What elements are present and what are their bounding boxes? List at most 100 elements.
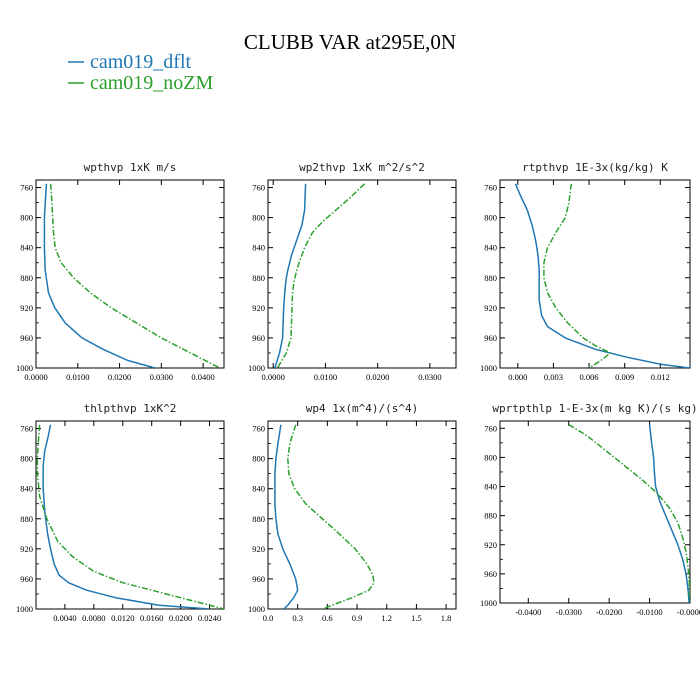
y-tick-label: 800 [484, 452, 497, 462]
x-tick-label: 0.0000 [262, 372, 285, 382]
x-tick-label: 0.0300 [418, 372, 441, 382]
y-tick-label: 800 [484, 213, 497, 223]
panel-title: wp4 1x(m^4)/(s^4) [306, 402, 419, 415]
x-tick-label: 0.0 [263, 613, 274, 623]
y-tick-label: 800 [252, 213, 265, 223]
panel-1: wpthvp 1xK m/s 760 800 840 880 920 960 10000.00… [16, 161, 225, 382]
series-line-cam019_dflt [42, 424, 210, 609]
x-tick-label: 0.0000 [24, 372, 47, 382]
y-tick-label: 840 [252, 484, 265, 494]
x-tick-label: 0.0100 [314, 372, 337, 382]
x-tick-label: 0.012 [651, 372, 670, 382]
plot-frame [499, 420, 691, 604]
panel-4: thlpthvp 1xK^2 760 800 840 880 920 960 1000 0.00… [16, 402, 225, 623]
y-tick-label: 840 [484, 482, 497, 492]
y-tick-label: 880 [252, 514, 265, 524]
x-tick-label: 0.0200 [366, 372, 389, 382]
series-line-cam019_dflt [274, 424, 299, 609]
y-tick-label: 960 [20, 333, 33, 343]
series-line-cam019_dflt [43, 183, 156, 368]
y-tick-label: 1000 [248, 604, 265, 614]
y-tick-label: 960 [20, 574, 33, 584]
y-tick-label: 800 [20, 454, 33, 464]
y-tick-label: 920 [20, 303, 33, 313]
legend-label-cam019_dflt: cam019_dflt [90, 51, 192, 73]
panel-title: rtpthvp 1E-3x(kg/kg) K [522, 161, 668, 174]
x-tick-label: 0.0300 [150, 372, 173, 382]
legend-label-cam019_noZM: cam019_noZM [90, 72, 214, 94]
y-tick-label: 960 [484, 569, 497, 579]
y-tick-label: 920 [20, 544, 33, 554]
panel-5: wp4 1x(m^4)/(s^4)76080084088092096010000… [248, 402, 457, 623]
x-tick-label: 0.6 [322, 613, 333, 623]
series-line-cam019_noZM [568, 423, 690, 603]
x-tick-label: 0.006 [580, 372, 599, 382]
y-tick-label: 920 [252, 303, 265, 313]
y-tick-label: 760 [252, 424, 265, 434]
x-tick-label: -0.0300 [556, 607, 582, 617]
y-tick-label: 1000 [16, 604, 33, 614]
y-tick-label: 880 [484, 511, 497, 521]
y-tick-label: 840 [20, 484, 33, 494]
series-line-cam019_noZM [276, 183, 366, 368]
series-line-cam019_noZM [543, 183, 612, 368]
x-tick-label: -0.0000 [677, 607, 700, 617]
y-tick-label: 1000 [480, 363, 497, 373]
x-tick-label: 0.9 [352, 613, 363, 623]
y-tick-label: 760 [252, 183, 265, 193]
y-tick-label: 920 [484, 540, 497, 550]
plot-frame [267, 420, 457, 610]
y-tick-label: 920 [252, 544, 265, 554]
plot-frame [499, 179, 691, 369]
panel-2: wp2thvp 1xK m^2/s^2 760 800 840 880 920 960 100… [248, 161, 457, 382]
x-tick-label: 0.0080 [82, 613, 105, 623]
y-tick-label: 1000 [16, 363, 33, 373]
x-tick-label: 0.009 [615, 372, 634, 382]
plot-frame [267, 179, 457, 369]
series-line-cam019_dflt [274, 183, 307, 368]
series-line-cam019_noZM [287, 424, 375, 609]
y-tick-label: 880 [20, 273, 33, 283]
x-tick-label: 0.0240 [198, 613, 221, 623]
y-tick-label: 1000 [248, 363, 265, 373]
panel-3: rtpthvp 1E-3x(kg/kg) K 760 800 840 880 920 960… [480, 161, 691, 382]
y-tick-label: 880 [20, 514, 33, 524]
x-tick-label: 0.0200 [108, 372, 131, 382]
series-line-cam019_noZM [36, 424, 224, 609]
x-tick-label: 0.003 [544, 372, 563, 382]
y-tick-label: 760 [484, 183, 497, 193]
y-tick-label: 880 [484, 273, 497, 283]
y-tick-label: 840 [20, 243, 33, 253]
series-line-cam019_dflt [648, 424, 690, 603]
y-tick-label: 800 [20, 213, 33, 223]
x-tick-label: 1.5 [411, 613, 422, 623]
plot-frame [35, 179, 225, 369]
panel-title: thlpthvp 1xK^2 [84, 402, 177, 415]
x-tick-label: 0.0040 [53, 613, 76, 623]
x-tick-label: -0.0200 [596, 607, 622, 617]
y-tick-label: 800 [252, 454, 265, 464]
x-tick-label: 0.000 [508, 372, 527, 382]
y-tick-label: 880 [252, 273, 265, 283]
y-tick-label: 760 [20, 183, 33, 193]
x-tick-label: -0.0100 [636, 607, 662, 617]
panel-title: wpthvp 1xK m/s [84, 161, 177, 174]
x-tick-label: -0.0400 [515, 607, 541, 617]
y-tick-label: 920 [484, 303, 497, 313]
plot-frame [35, 420, 225, 610]
y-tick-label: 1000 [480, 598, 497, 608]
y-tick-label: 960 [252, 333, 265, 343]
x-tick-label: 0.0400 [191, 372, 214, 382]
panel-title: wp2thvp 1xK m^2/s^2 [299, 161, 425, 174]
panel-title: wprtpthlp 1-E-3x(m kg K)/(s kg) [492, 402, 697, 415]
chart-panels: wpthvp 1xK m/s76080084088092096010000.00… [16, 161, 700, 623]
x-tick-label: 0.0100 [66, 372, 89, 382]
y-tick-label: 840 [484, 243, 497, 253]
x-tick-label: 0.0160 [140, 613, 163, 623]
y-tick-label: 760 [20, 424, 33, 434]
y-tick-label: 960 [484, 333, 497, 343]
x-tick-label: 0.0120 [111, 613, 134, 623]
series-line-cam019_noZM [49, 183, 221, 368]
